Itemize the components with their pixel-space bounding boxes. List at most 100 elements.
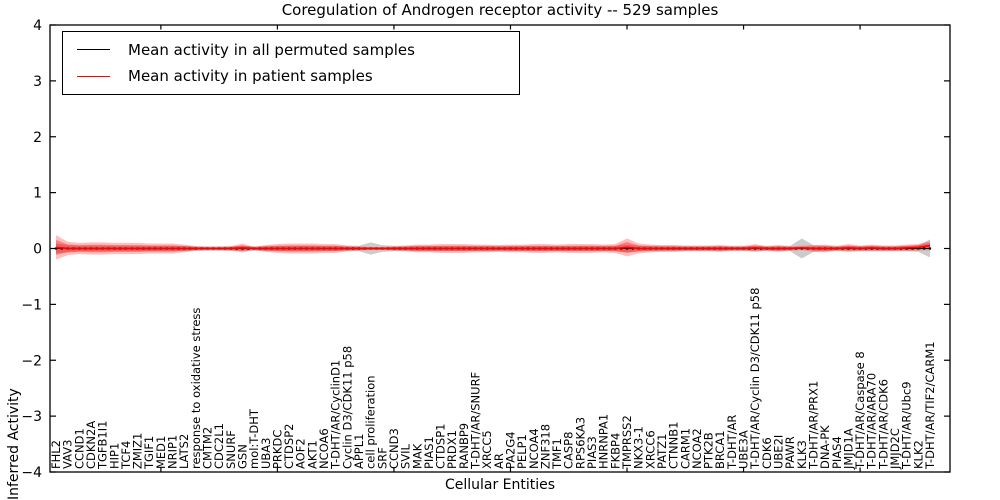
x-tick-label: CCND1 — [72, 428, 86, 469]
x-tick-label: SNURF — [224, 430, 238, 469]
y-tick-label: 2 — [33, 130, 42, 146]
legend-item-permuted: Mean activity in all permuted samples — [63, 41, 519, 59]
x-tick-label: PIAS1 — [422, 436, 436, 469]
x-tick-label: UBE2I — [772, 435, 786, 469]
x-tick-label: ZNF318 — [538, 424, 552, 469]
x-tick-label: UBE3A — [737, 430, 751, 469]
x-tick-label: SRF — [375, 447, 389, 469]
x-tick-label: CTDSP2 — [282, 424, 296, 469]
x-tick-label: JMJD2C — [888, 428, 902, 470]
patient-mean-line — [55, 244, 931, 250]
x-tick-label: XRCC5 — [480, 430, 494, 469]
patient-std-band-outer — [56, 235, 930, 260]
x-tick-label: CDKN2A — [84, 421, 98, 469]
chart-title: Coregulation of Androgen receptor activi… — [281, 1, 719, 19]
x-tick-label: NCOA4 — [527, 428, 541, 469]
x-tick-label: HIP1 — [107, 443, 121, 469]
x-tick-label: DNA-PK — [818, 425, 832, 469]
legend-label: Mean activity in patient samples — [128, 67, 373, 86]
x-tick-label: PIAS4 — [830, 436, 844, 469]
x-tick-label: CDK6 — [760, 437, 774, 469]
x-tick-label: T-DHT/AR/ARA70 — [865, 373, 879, 470]
x-tick-label: NRIP1 — [166, 435, 180, 469]
x-tick-label: PAWR — [783, 436, 797, 469]
x-tick-label: FKBP4 — [608, 433, 622, 469]
x-tick-label: JMJD1A — [841, 428, 855, 470]
x-tick-label: T-DHT/AR/SNURF — [469, 372, 483, 470]
x-tick-label: TGIF1 — [142, 436, 156, 470]
x-tick-label: KLK3 — [795, 440, 809, 469]
x-tick-label: MAK — [410, 443, 424, 469]
x-tick-label: cell proliferation — [364, 375, 378, 469]
x-tick-label: RANBP9 — [457, 423, 471, 469]
x-tick-label: response to oxidative stress — [189, 308, 203, 469]
x-tick-label: PTK2B — [702, 432, 716, 469]
x-tick-label: HNRNPA1 — [597, 414, 611, 469]
permuted-line-swatch — [77, 49, 110, 51]
patient-line-swatch — [77, 75, 110, 77]
x-tick-label: MED1 — [154, 436, 168, 469]
legend: Mean activity in all permuted samples Me… — [62, 31, 520, 95]
x-tick-label: BRCA1 — [713, 430, 727, 469]
x-tick-label: SVIL — [399, 443, 413, 469]
x-tick-label: PIAS3 — [585, 436, 599, 469]
x-tick-label: NCOA2 — [690, 428, 704, 469]
x-tick-label: RPS6KA3 — [573, 417, 587, 469]
x-tick-label: LATS2 — [177, 434, 191, 469]
y-tick-label: −1 — [21, 297, 42, 313]
x-tick-label: CCND3 — [387, 428, 401, 469]
x-tick-label: AR — [492, 453, 506, 469]
x-tick-label: PRKDC — [270, 430, 284, 469]
x-tick-label: CDC2L1 — [212, 423, 226, 469]
y-tick-label: −4 — [21, 465, 42, 481]
marker-dot — [923, 247, 926, 250]
x-tick-label: AKT1 — [305, 440, 319, 469]
x-tick-label: TGFB1I1 — [96, 421, 110, 470]
x-tick-label: PRDX1 — [445, 430, 459, 469]
y-tick-label: −3 — [21, 409, 42, 425]
marker-dot — [928, 247, 932, 250]
marker-dot — [917, 247, 920, 250]
x-tick-label: T-DHT/AR/Caspase 8 — [853, 351, 867, 470]
marker-dot — [625, 247, 629, 250]
x-tick-label: GSN — [235, 444, 249, 469]
x-tick-label: T-DHT/AR/PRX1 — [806, 381, 820, 470]
x-tick-label: CTNNB1 — [667, 422, 681, 469]
x-tick-label: CARM1 — [678, 428, 692, 469]
x-tick-label: mol:T-DHT — [247, 408, 261, 469]
y-tick-label: 0 — [33, 242, 42, 258]
x-tick-label: PATZ1 — [655, 434, 669, 469]
x-tick-label: PA2G4 — [503, 431, 517, 469]
x-tick-label: T-DHT/AR/Ubc9 — [900, 381, 914, 470]
legend-label: Mean activity in all permuted samples — [128, 40, 415, 59]
legend-item-patient: Mean activity in patient samples — [63, 67, 519, 85]
x-axis-label: Cellular Entities — [444, 477, 556, 493]
y-tick-label: 4 — [33, 18, 42, 34]
x-tick-label: TCF4 — [119, 441, 133, 470]
x-tick-label: T-DHT/AR/CDK6 — [876, 379, 890, 470]
x-tick-label: NKX3-1 — [632, 426, 646, 469]
x-tick-label: CASP8 — [562, 432, 576, 469]
x-tick-label: TMF1 — [550, 438, 564, 470]
x-tick-label: AOF2 — [294, 438, 308, 469]
x-tick-label: XRCC6 — [643, 430, 657, 469]
x-tick-label: NCOA6 — [317, 428, 331, 469]
x-tick-label: Cyclin D3/CDK11 p58 — [340, 346, 354, 469]
patient-std-band-inner — [56, 240, 930, 255]
x-tick-label: UBA3 — [259, 438, 273, 470]
x-tick-label: APPL1 — [352, 434, 366, 469]
x-tick-label: T-DHT/AR/Cyclin D3/CDK11 p58 — [748, 288, 762, 470]
x-tick-label: VAV3 — [61, 440, 75, 469]
x-tick-label: CMTM2 — [200, 427, 214, 469]
x-tick-label: T-DHT/AR/CyclinD1 — [329, 360, 343, 470]
y-tick-label: −2 — [21, 353, 42, 369]
x-tick-label: T-DHT/AR — [725, 415, 739, 470]
x-tick-label: T-DHT/AR/TIF2/CARM1 — [923, 341, 937, 470]
x-tick-label: CTDSP1 — [434, 424, 448, 469]
x-tick-label: TMPRSS2 — [620, 415, 634, 470]
x-tick-label: KLK2 — [911, 440, 925, 469]
y-tick-label: 1 — [33, 186, 42, 202]
x-tick-label: FHL2 — [49, 440, 63, 469]
